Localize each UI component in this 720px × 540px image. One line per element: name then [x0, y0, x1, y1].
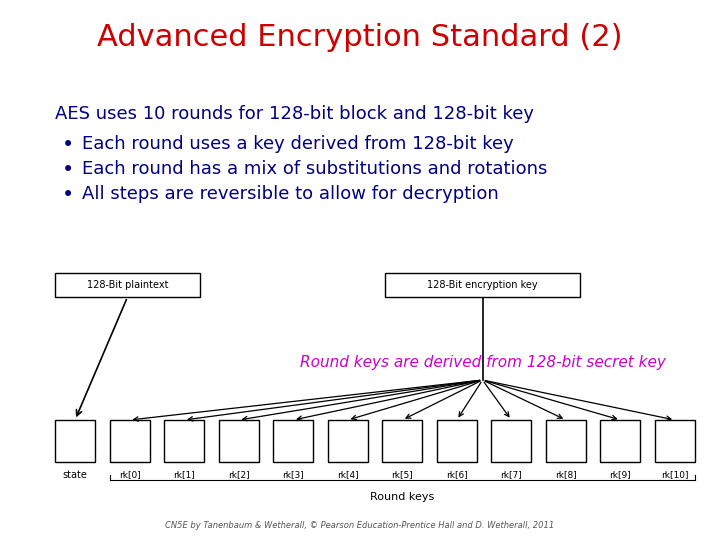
Text: rk[5]: rk[5]	[392, 470, 413, 479]
Text: rk[2]: rk[2]	[228, 470, 249, 479]
Text: All steps are reversible to allow for decryption: All steps are reversible to allow for de…	[82, 185, 499, 203]
Text: state: state	[63, 470, 87, 480]
Bar	[219, 420, 258, 462]
Bar	[385, 273, 580, 297]
Text: rk[6]: rk[6]	[446, 470, 468, 479]
Text: AES uses 10 rounds for 128-bit block and 128-bit key: AES uses 10 rounds for 128-bit block and…	[55, 105, 534, 123]
Text: CN5E by Tanenbaum & Wetherall, © Pearson Education-Prentice Hall and D. Wetheral: CN5E by Tanenbaum & Wetherall, © Pearson…	[166, 521, 554, 530]
Text: •: •	[62, 135, 74, 155]
Bar	[328, 420, 368, 462]
Bar	[491, 420, 531, 462]
Bar	[273, 420, 313, 462]
Text: Round keys: Round keys	[370, 492, 434, 502]
Bar	[164, 420, 204, 462]
Text: Each round has a mix of substitutions and rotations: Each round has a mix of substitutions an…	[82, 160, 547, 178]
Text: rk[8]: rk[8]	[555, 470, 577, 479]
Bar	[109, 420, 150, 462]
Text: •: •	[62, 185, 74, 205]
Bar	[437, 420, 477, 462]
Text: 128-Bit plaintext: 128-Bit plaintext	[86, 280, 168, 290]
Bar	[382, 420, 422, 462]
Text: rk[3]: rk[3]	[282, 470, 304, 479]
Text: rk[1]: rk[1]	[174, 470, 195, 479]
Bar	[55, 420, 95, 462]
Bar	[600, 420, 641, 462]
Text: rk[7]: rk[7]	[500, 470, 522, 479]
Bar	[55, 273, 200, 297]
Bar	[655, 420, 695, 462]
Text: rk[4]: rk[4]	[337, 470, 359, 479]
Text: Each round uses a key derived from 128-bit key: Each round uses a key derived from 128-b…	[82, 135, 514, 153]
Bar	[546, 420, 586, 462]
Text: rk[9]: rk[9]	[610, 470, 631, 479]
Text: 128-Bit encryption key: 128-Bit encryption key	[427, 280, 538, 290]
Text: rk[0]: rk[0]	[119, 470, 140, 479]
Text: •: •	[62, 160, 74, 180]
Text: Advanced Encryption Standard (2): Advanced Encryption Standard (2)	[97, 24, 623, 52]
Text: Round keys are derived from 128-bit secret key: Round keys are derived from 128-bit secr…	[300, 355, 665, 370]
Text: rk[10]: rk[10]	[661, 470, 689, 479]
